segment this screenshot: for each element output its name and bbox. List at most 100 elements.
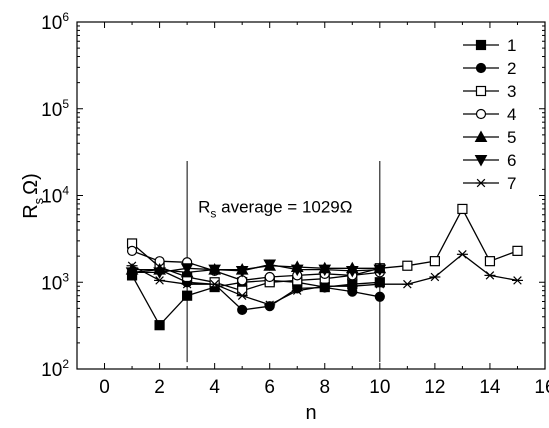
asterisk-stroke	[320, 281, 330, 291]
data-point	[209, 279, 221, 289]
data-point	[153, 267, 166, 279]
data-point	[456, 250, 468, 259]
data-point	[236, 291, 248, 300]
asterisk-stroke	[476, 178, 486, 188]
asterisk-stroke	[155, 276, 164, 285]
legend-label: 6	[507, 151, 516, 170]
data-point	[374, 279, 386, 289]
legend-label: 5	[507, 128, 516, 147]
asterisk-stroke	[182, 279, 192, 289]
series-2	[126, 264, 385, 316]
legend-label: 1	[507, 36, 516, 55]
data-point	[347, 286, 358, 297]
x-tick-label: 10	[369, 377, 390, 398]
asterisk-stroke	[375, 279, 385, 289]
data-point	[474, 155, 488, 167]
data-point	[263, 259, 277, 272]
data-point	[474, 130, 488, 142]
legend-item-1: 1	[463, 36, 516, 55]
data-point	[235, 265, 249, 278]
data-point	[180, 263, 194, 275]
legend-label: 4	[507, 105, 516, 124]
data-point	[319, 282, 330, 293]
data-point	[475, 178, 487, 188]
legend-label: 3	[507, 82, 516, 101]
y-axis-title-unit: Ω)	[20, 173, 42, 195]
data-point	[401, 279, 413, 289]
data-point	[264, 300, 276, 310]
data-point	[182, 290, 193, 301]
x-tick-label: 14	[479, 377, 501, 398]
x-tick-label: 16	[534, 377, 549, 398]
data-point	[475, 39, 487, 51]
data-point	[345, 265, 359, 278]
series-7	[126, 250, 523, 310]
data-point	[484, 256, 496, 267]
data-point	[318, 264, 332, 277]
y-axis-title-sub: s	[31, 197, 46, 204]
asterisk-stroke	[513, 276, 522, 285]
asterisk-stroke	[458, 250, 467, 259]
asterisk-stroke	[127, 261, 137, 271]
legend-item-3: 3	[463, 82, 516, 101]
data-point	[319, 281, 331, 291]
legend-item-7: 7	[463, 174, 516, 193]
data-point	[209, 277, 220, 288]
data-point	[374, 277, 385, 288]
asterisk-stroke	[430, 272, 440, 282]
data-point	[484, 271, 496, 280]
y-axis-title-main: R	[20, 204, 42, 218]
data-point	[346, 281, 358, 291]
y-tick-label: 103	[41, 270, 69, 294]
data-point	[402, 260, 413, 271]
legend-label: 7	[507, 174, 516, 193]
y-tick-label: 106	[41, 10, 69, 34]
data-point	[290, 264, 304, 277]
data-point	[264, 271, 275, 283]
x-tick-label: 8	[319, 377, 330, 398]
data-point	[373, 264, 387, 277]
data-point	[126, 261, 138, 271]
data-point	[125, 267, 139, 279]
asterisk-stroke	[210, 279, 219, 289]
data-point	[154, 276, 166, 285]
data-point	[475, 62, 487, 74]
x-tick-label: 12	[424, 377, 445, 398]
asterisk-stroke	[485, 271, 495, 280]
data-point	[374, 291, 385, 302]
data-point	[291, 286, 303, 295]
legend-label: 2	[507, 59, 516, 78]
asterisk-stroke	[403, 279, 412, 289]
data-point	[126, 245, 138, 256]
x-tick-label: 0	[99, 377, 110, 398]
x-tick-label: 6	[264, 377, 275, 398]
data-point	[237, 304, 248, 316]
data-point	[208, 264, 221, 277]
y-tick-label: 102	[41, 357, 69, 381]
plot-frame	[76, 21, 546, 370]
data-point	[457, 203, 468, 215]
x-tick-label: 4	[209, 377, 220, 398]
legend-item-5: 5	[463, 128, 516, 147]
series-line	[132, 263, 380, 274]
asterisk-stroke	[292, 286, 302, 295]
y-tick-label: 104	[41, 184, 69, 208]
x-tick-label: 2	[154, 377, 165, 398]
data-point	[429, 256, 440, 267]
series-line	[131, 250, 380, 282]
data-point	[475, 85, 487, 97]
y-axis-title: Rs Ω)	[20, 173, 46, 219]
asterisk-stroke	[265, 300, 274, 310]
data-point	[512, 245, 523, 256]
data-point	[475, 108, 487, 120]
average-annotation: Rs average = 1029Ω	[198, 197, 352, 220]
asterisk-stroke	[237, 291, 247, 300]
x-axis-title: n	[305, 402, 316, 424]
legend-item-2: 2	[463, 59, 516, 78]
data-point	[429, 272, 441, 282]
asterisk-stroke	[348, 281, 357, 291]
legend-item-6: 6	[463, 151, 516, 170]
data-point	[181, 279, 193, 289]
